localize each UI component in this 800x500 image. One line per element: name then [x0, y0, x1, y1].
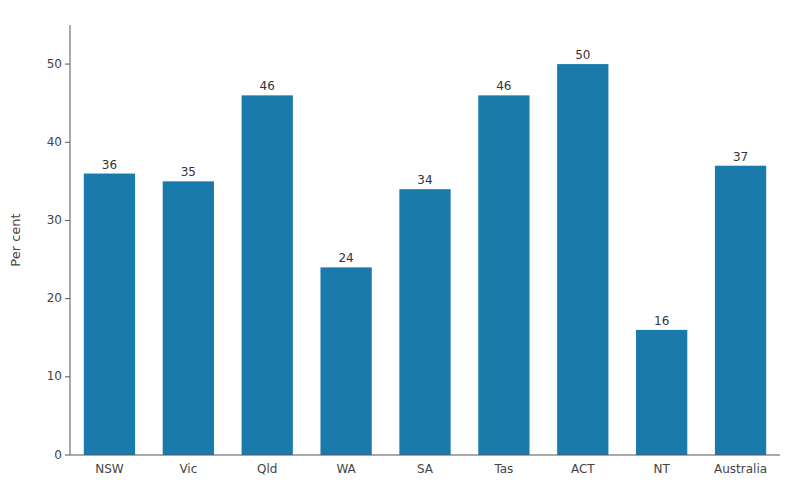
data-label: 36 — [102, 158, 117, 172]
data-label: 35 — [181, 165, 196, 179]
y-tick — [65, 142, 70, 143]
bar — [399, 189, 450, 455]
bar — [636, 330, 687, 455]
x-tick-label: NSW — [95, 462, 124, 476]
y-axis: 0 10 20 30 40 50 — [47, 25, 70, 462]
chart-svg: 0 10 20 30 40 50 NSW Vic Qld WA SA Tas ACT NT Australi… — [0, 0, 800, 500]
data-label: 46 — [260, 79, 275, 93]
x-tick-label: WA — [336, 462, 356, 476]
bar — [320, 267, 371, 455]
y-tick-label: 10 — [47, 369, 62, 383]
y-axis-line — [70, 25, 71, 455]
x-tick-label: ACT — [571, 462, 595, 476]
bar — [163, 181, 214, 455]
data-label: 16 — [654, 314, 669, 328]
y-tick-label: 20 — [47, 291, 62, 305]
x-tick-label: Australia — [714, 462, 767, 476]
bar — [715, 166, 766, 455]
x-tick-label: Qld — [257, 462, 277, 476]
y-tick — [65, 455, 70, 456]
chart-container: 0 10 20 30 40 50 NSW Vic Qld WA SA Tas ACT NT Australi… — [0, 0, 800, 500]
bars — [84, 64, 766, 455]
x-tick-label: SA — [417, 462, 434, 476]
data-label: 37 — [733, 150, 748, 164]
data-label: 24 — [338, 251, 353, 265]
data-label: 50 — [575, 48, 590, 62]
y-tick-label: 50 — [47, 57, 62, 71]
y-tick — [65, 220, 70, 221]
y-tick-label: 0 — [54, 448, 62, 462]
data-label: 34 — [417, 173, 432, 187]
x-axis-line — [70, 455, 780, 456]
bar — [478, 95, 529, 455]
y-tick — [65, 64, 70, 65]
bar — [242, 95, 293, 455]
bar — [557, 64, 608, 455]
x-tick-label: Vic — [179, 462, 197, 476]
y-tick-label: 40 — [47, 135, 62, 149]
data-labels: 36 35 46 24 34 46 50 16 37 — [102, 48, 748, 328]
x-tick-label: Tas — [493, 462, 513, 476]
y-axis-label: Per cent — [8, 213, 23, 266]
data-label: 46 — [496, 79, 511, 93]
y-tick — [65, 298, 70, 299]
x-axis: NSW Vic Qld WA SA Tas ACT NT Australia — [70, 455, 780, 476]
y-tick-label: 30 — [47, 213, 62, 227]
bar — [84, 174, 135, 455]
x-tick-label: NT — [654, 462, 671, 476]
y-tick — [65, 376, 70, 377]
